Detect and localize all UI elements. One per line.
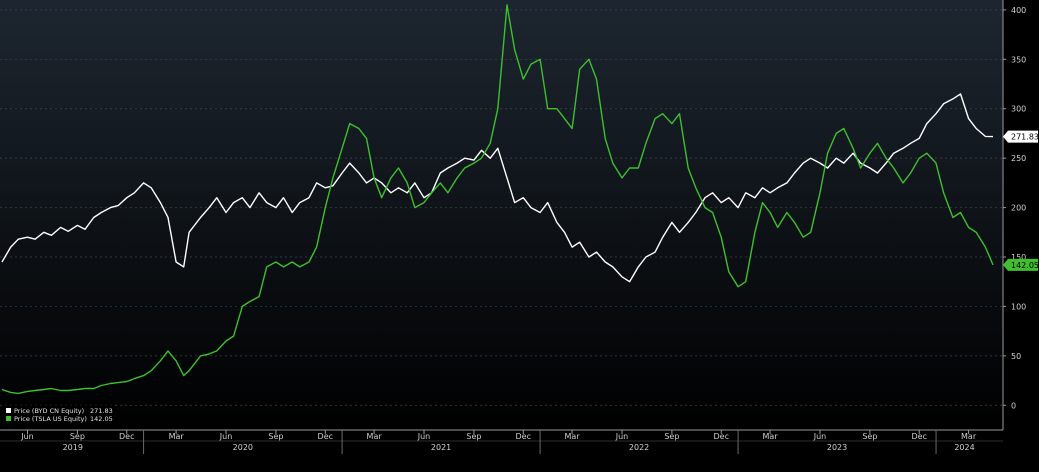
y-tick-label-150: 150	[1011, 253, 1026, 262]
x-tick-label-1: Sep	[70, 432, 85, 441]
year-label-2022: 2022	[629, 443, 649, 452]
y-tick-label-100: 100	[1011, 302, 1026, 311]
x-tick-label-15: Mar	[763, 432, 779, 441]
legend-label-1: Price (TSLA US Equity)	[14, 415, 87, 423]
last-value-box-0	[1003, 130, 1038, 143]
year-label-2020: 2020	[233, 443, 253, 452]
y-tick-label-300: 300	[1011, 105, 1026, 114]
x-tick-label-7: Mar	[367, 432, 383, 441]
x-tick-label-3: Mar	[169, 432, 185, 441]
y-tick-label-0: 0	[1011, 401, 1016, 410]
x-tick-label-13: Sep	[664, 432, 679, 441]
year-label-2019: 2019	[63, 443, 83, 452]
year-label-2024: 2024	[954, 443, 974, 452]
last-value-box-1	[1003, 258, 1038, 271]
last-value-labels: 271.83 142.05	[1003, 130, 1039, 271]
x-tick-label-11: Mar	[565, 432, 581, 441]
legend-swatch-1	[6, 416, 11, 421]
x-tick-label-6: Dec	[318, 432, 333, 441]
x-tick-label-5: Sep	[268, 432, 283, 441]
x-tick-label-14: Dec	[714, 432, 729, 441]
legend-label-0: Price (BYD CN Equity)	[14, 407, 84, 415]
series-line-1	[1, 4, 994, 395]
series-line-0	[1, 93, 994, 283]
x-tick-label-12: Jun	[615, 432, 629, 441]
legend-background	[2, 405, 114, 427]
legend-value-1: 142.05	[90, 415, 113, 423]
x-axis: Jun Sep Dec Mar Jun Sep Dec Mar Jun Sep Dec Mar Jun S…	[0, 429, 1003, 454]
x-tick-label-4: Jun	[219, 432, 233, 441]
series-layer	[1, 4, 994, 395]
year-label-2021: 2021	[431, 443, 451, 452]
y-tick-label-250: 250	[1011, 154, 1026, 163]
x-tick-label-0: Jun	[20, 432, 34, 441]
x-tick-label-8: Jun	[417, 432, 431, 441]
y-axis: 0 50 100 150 200 250 300 350 400	[1002, 0, 1026, 430]
x-tick-label-18: Dec	[911, 432, 926, 441]
last-value-label-0: 271.83	[1011, 133, 1039, 142]
y-tick-label-200: 200	[1011, 204, 1026, 213]
x-tick-label-19: Mar	[961, 432, 977, 441]
year-label-2023: 2023	[827, 443, 847, 452]
x-tick-label-10: Dec	[516, 432, 531, 441]
x-tick-label-9: Sep	[466, 432, 481, 441]
y-tick-label-350: 350	[1011, 55, 1026, 64]
last-value-label-1: 142.05	[1011, 261, 1039, 270]
x-tick-label-2: Dec	[119, 432, 134, 441]
y-tick-label-50: 50	[1011, 352, 1021, 361]
legend-swatch-0	[6, 408, 11, 413]
x-tick-label-17: Sep	[862, 432, 877, 441]
y-tick-label-400: 400	[1011, 6, 1026, 15]
legend-value-0: 271.83	[90, 407, 113, 415]
x-tick-label-16: Jun	[813, 432, 827, 441]
